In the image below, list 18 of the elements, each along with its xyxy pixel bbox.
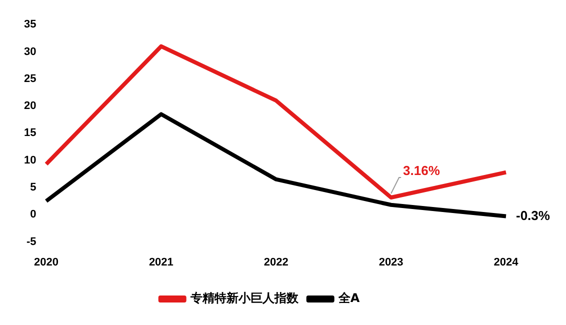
x-tick-label: 2022: [264, 256, 288, 268]
y-tick-label: 20: [24, 100, 36, 112]
y-tick-label: 30: [24, 46, 36, 58]
y-tick-label: 25: [24, 72, 36, 85]
x-tick-label: 2023: [378, 256, 404, 268]
y-tick-label: 0: [30, 208, 36, 221]
legend-label: 全A: [337, 291, 360, 306]
y-tick-label: -5: [26, 236, 36, 248]
x-tick-label: 2024: [494, 256, 520, 268]
legend-label: 专精特新小巨人指数: [189, 291, 300, 306]
y-tick-label: 15: [24, 127, 36, 140]
y-tick-label: 5: [30, 182, 36, 194]
x-tick-label: 2020: [34, 256, 58, 268]
y-tick-label: 10: [24, 154, 36, 166]
annotation: 3.16%: [403, 163, 440, 178]
annotation: -0.3%: [516, 208, 550, 223]
y-tick-label: 35: [24, 18, 36, 31]
x-tick-label: 2021: [148, 256, 174, 268]
